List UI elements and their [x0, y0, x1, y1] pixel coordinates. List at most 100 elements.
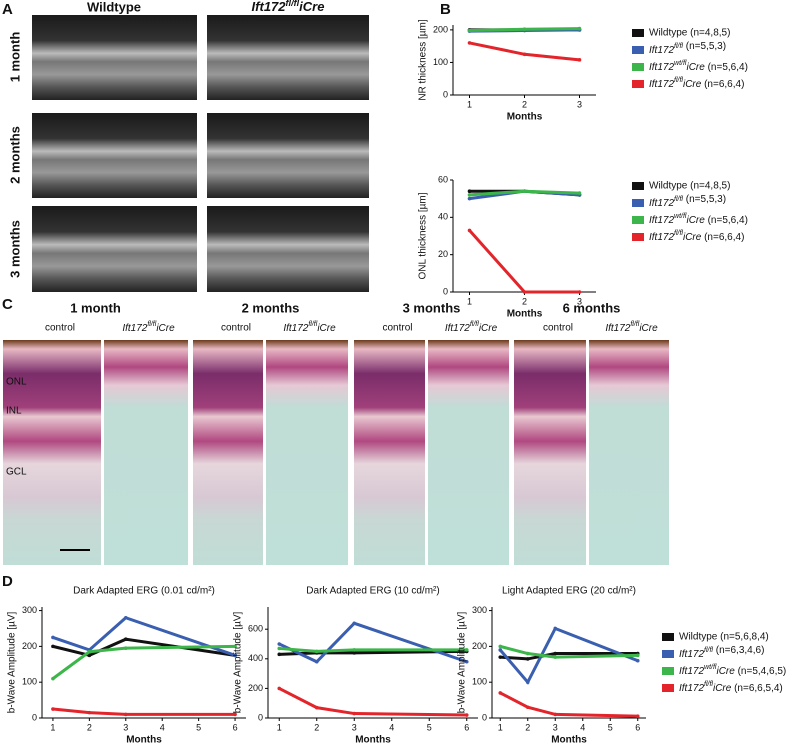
- y-tick-label: 100: [472, 677, 487, 687]
- data-point: [277, 646, 282, 651]
- legend-swatch: [632, 216, 644, 224]
- histology-image: [514, 340, 586, 565]
- series-line: [52, 707, 236, 716]
- legend-swatch: [662, 633, 674, 641]
- oct-image: [32, 206, 197, 292]
- data-point: [464, 713, 469, 717]
- data-point: [51, 707, 55, 711]
- panel-label: B: [440, 1, 451, 18]
- data-point: [352, 648, 357, 652]
- x-axis-label: Months: [126, 735, 162, 746]
- x-tick-label: 1: [467, 99, 472, 109]
- data-point: [51, 644, 55, 649]
- y-tick-label: 200: [472, 641, 487, 651]
- y-tick-label: 40: [438, 212, 448, 222]
- x-tick-label: 4: [580, 722, 585, 732]
- y-axis-label: b-Wave Amplitude [µV]: [233, 612, 244, 714]
- y-tick-label: 300: [22, 605, 37, 615]
- layer-label: ONL: [6, 377, 27, 388]
- group-label: control: [543, 323, 573, 334]
- y-tick-label: 100: [22, 677, 37, 687]
- legend-label: Wildtype (n=5,6,8,4): [679, 632, 769, 643]
- x-tick-label: 3: [352, 722, 357, 732]
- x-tick-label: 1: [467, 296, 472, 306]
- legend-swatch: [662, 684, 674, 692]
- y-tick-label: 200: [22, 641, 37, 651]
- data-point: [51, 635, 55, 640]
- panel-label: A: [2, 1, 13, 18]
- data-point: [314, 659, 319, 664]
- data-point: [352, 651, 357, 655]
- timepoint-header: 1 month: [70, 300, 121, 315]
- data-point: [467, 28, 472, 33]
- data-point: [352, 711, 357, 716]
- data-point: [51, 676, 55, 681]
- data-point: [467, 193, 472, 197]
- y-axis-label: b-Wave Amplitude [µV]: [7, 612, 18, 714]
- x-tick-label: 2: [87, 722, 92, 732]
- column-header: Ift172fl/fliCre: [252, 0, 325, 14]
- oct-image: [32, 113, 197, 198]
- oct-image: [207, 113, 369, 198]
- legend-label: Ift172fl/fliCre (n=6,6,5,4): [679, 681, 783, 694]
- data-point: [464, 648, 469, 652]
- histology-image: [193, 340, 263, 565]
- legend-swatch: [662, 667, 674, 675]
- data-point: [553, 655, 558, 659]
- y-tick-label: 0: [258, 712, 263, 722]
- y-tick-label: 20: [438, 249, 448, 259]
- data-point: [233, 644, 237, 649]
- histology-image: [354, 340, 425, 565]
- legend-swatch: [632, 233, 644, 241]
- data-point: [498, 691, 503, 695]
- x-tick-label: 4: [160, 722, 165, 732]
- data-point: [467, 189, 472, 193]
- data-point: [635, 658, 640, 663]
- legend-label: Ift172fl/fliCre (n=6,6,4): [649, 77, 744, 90]
- x-tick-label: 2: [522, 296, 527, 306]
- data-point: [87, 653, 92, 658]
- x-tick-label: 6: [233, 722, 238, 732]
- data-point: [87, 649, 92, 654]
- legend-label: Wildtype (n=4,8,5): [649, 181, 730, 192]
- group-label: Ift172fl/fliCre: [283, 321, 336, 334]
- x-axis-label: Months: [507, 112, 543, 123]
- legend-swatch: [632, 182, 644, 190]
- data-point: [123, 615, 128, 620]
- group-label: control: [382, 323, 412, 334]
- chart-title: Light Adapted ERG (20 cd/m²): [502, 586, 636, 597]
- data-point: [553, 626, 558, 631]
- data-point: [352, 621, 357, 626]
- series-line: [468, 229, 580, 294]
- data-point: [123, 712, 128, 717]
- panel-label: D: [2, 573, 13, 590]
- x-tick-label: 1: [498, 722, 503, 732]
- data-point: [577, 58, 582, 62]
- x-tick-label: 3: [123, 722, 128, 732]
- legend-swatch: [632, 63, 644, 71]
- row-header: 3 months: [7, 220, 22, 278]
- legend-swatch: [632, 80, 644, 88]
- x-tick-label: 2: [525, 722, 530, 732]
- histology-image: [589, 340, 669, 565]
- timepoint-header: 6 months: [563, 300, 621, 315]
- data-point: [522, 290, 527, 294]
- data-point: [464, 659, 469, 664]
- x-tick-label: 3: [577, 99, 582, 109]
- x-tick-label: 2: [522, 99, 527, 109]
- group-label: Ift172fl/fliCre: [122, 321, 175, 334]
- y-tick-label: 400: [248, 653, 263, 663]
- series-line: [499, 644, 638, 659]
- legend-label: Ift172wt/fliCre (n=5,6,4): [649, 60, 748, 73]
- data-point: [314, 649, 319, 654]
- data-point: [233, 712, 237, 717]
- x-tick-label: 3: [553, 722, 558, 732]
- data-point: [577, 290, 582, 294]
- data-point: [525, 657, 530, 661]
- timepoint-header: 2 months: [242, 300, 300, 315]
- x-axis-label: Months: [355, 735, 391, 746]
- legend-label: Ift172wt/fliCre (n=5,4,6,5): [679, 664, 786, 677]
- legend-label: Ift172fl/fl (n=5,5,3): [649, 41, 726, 56]
- data-point: [635, 653, 640, 658]
